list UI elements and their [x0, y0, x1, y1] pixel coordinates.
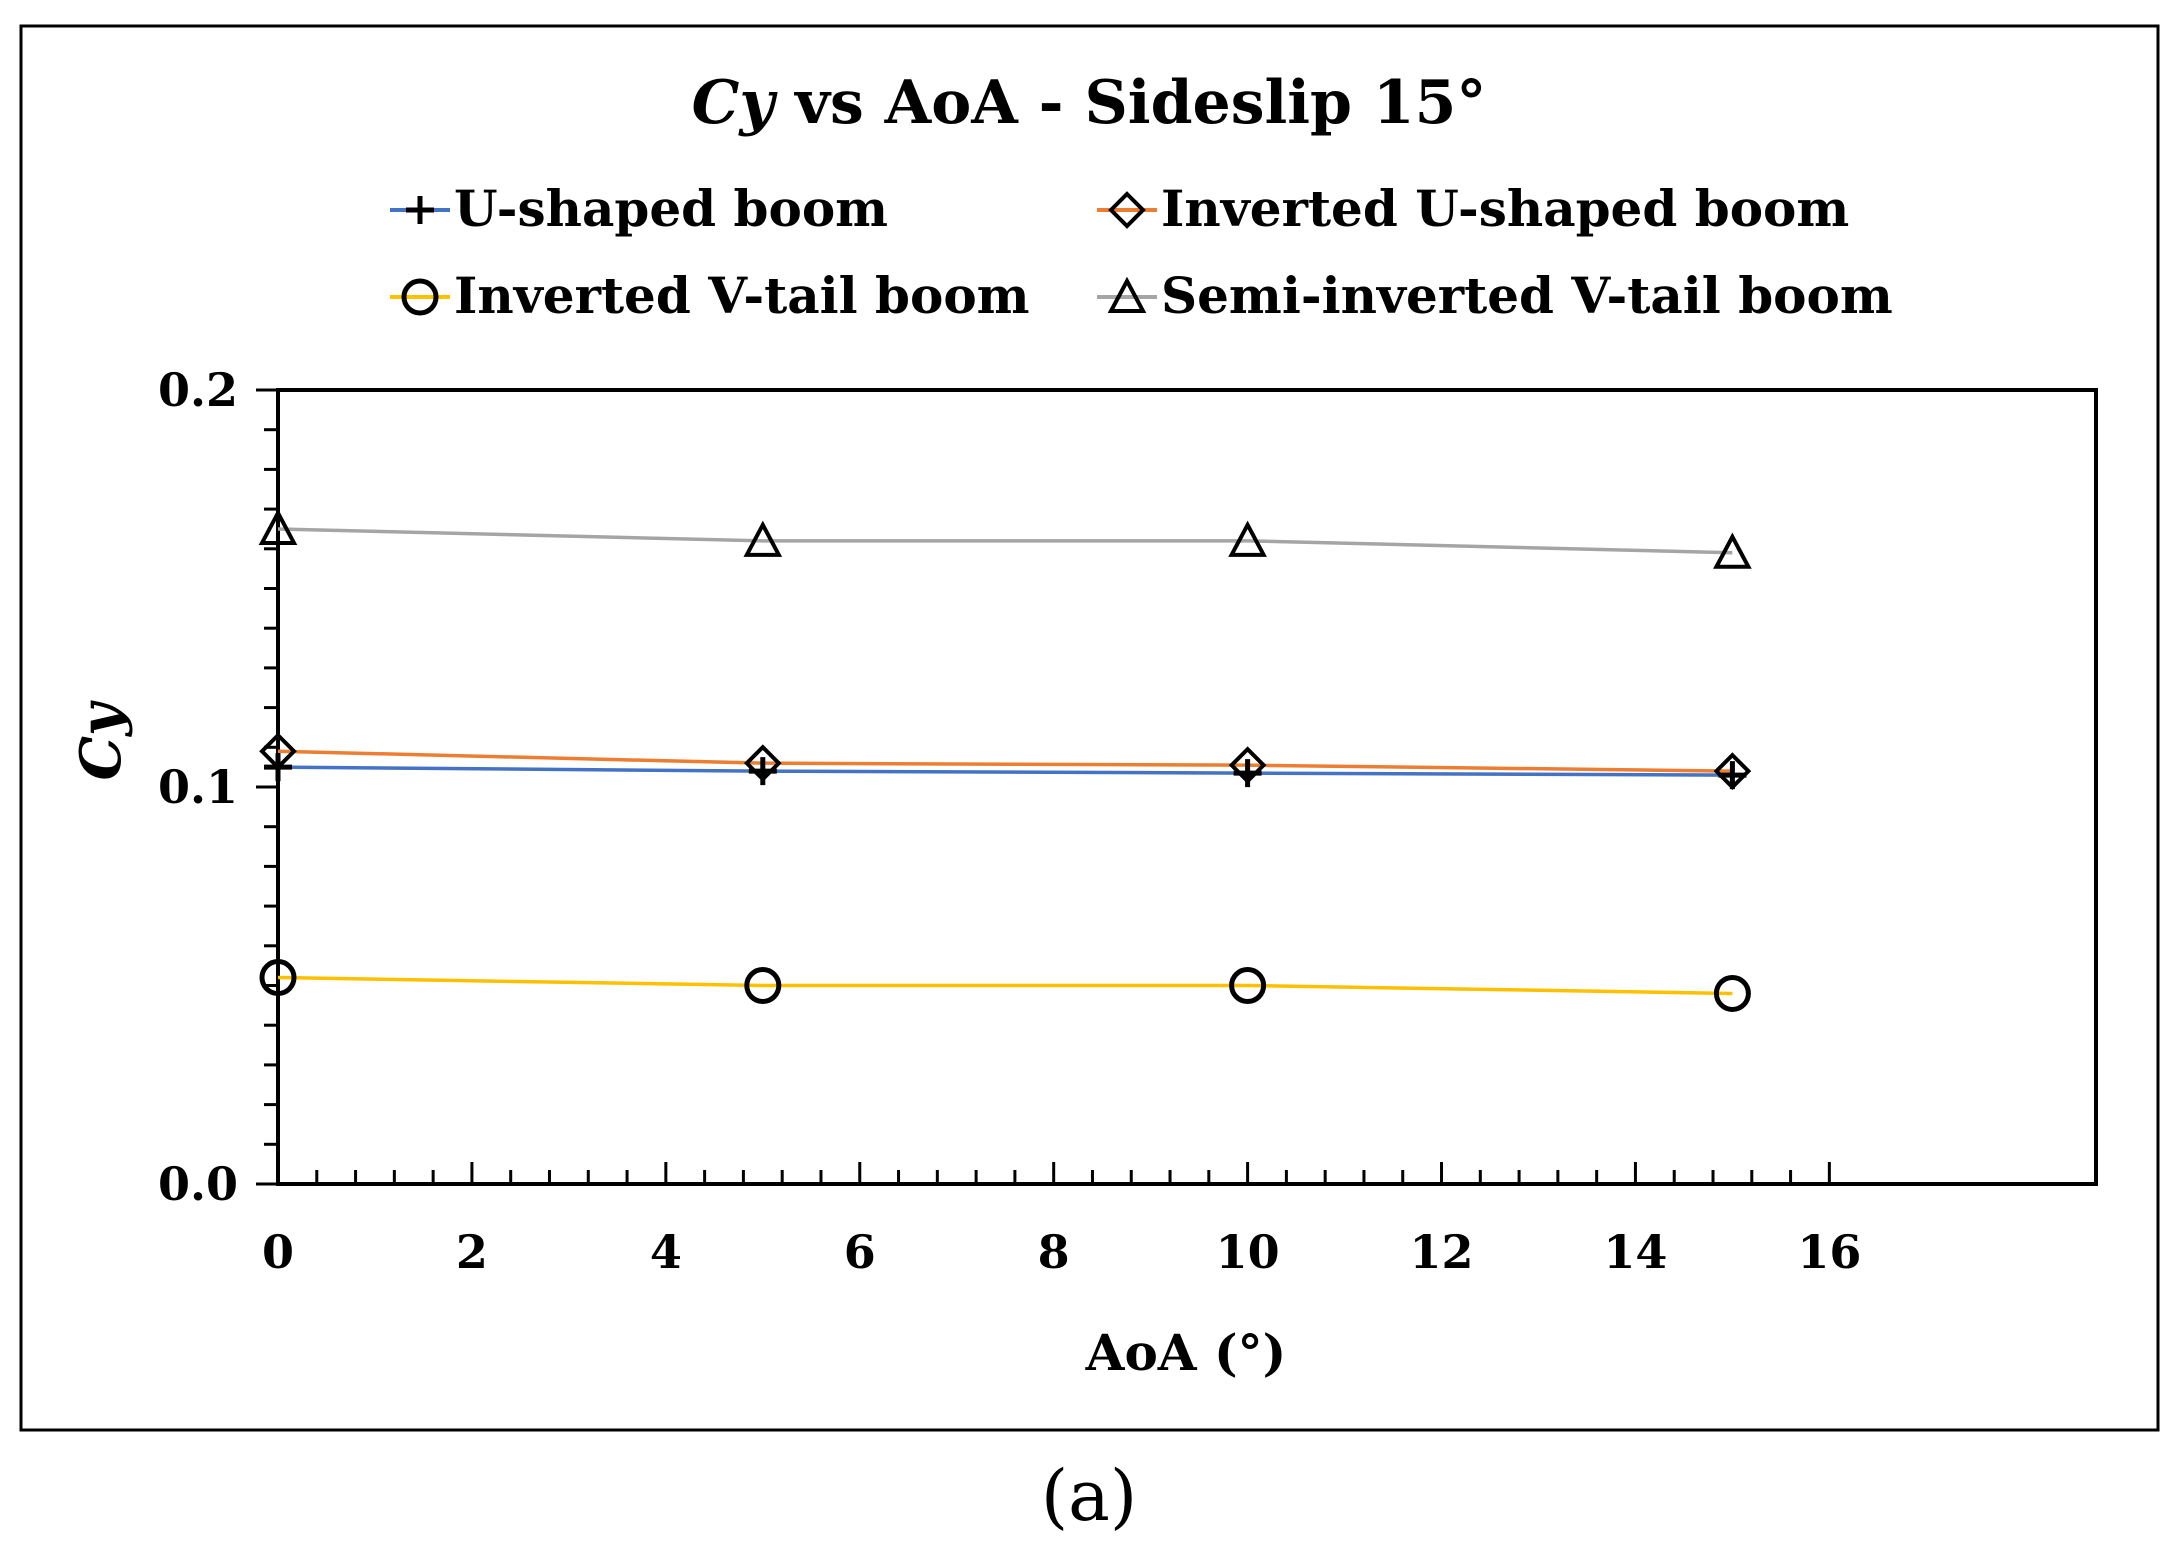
series-line-inverted-v-tail-boom	[277, 975, 1733, 996]
legend-entry-u-shaped-boom: U-shaped boom	[390, 179, 888, 238]
x-tick-label: 8	[1038, 1225, 1070, 1279]
series-line-semi-inverted-v-tail-boom	[277, 527, 1733, 555]
y-axis-label: Cy	[68, 700, 134, 781]
x-tick-label: 12	[1410, 1225, 1474, 1279]
legend-entry-inverted-v-tail-boom: Inverted V-tail boom	[390, 266, 1030, 325]
data-point-inverted-u-shaped-boom	[743, 744, 782, 783]
chart-title-text: vs AoA - Sideslip 15°	[774, 68, 1486, 138]
series-line-inverted-u-shaped-boom	[277, 749, 1733, 773]
x-tick-label: 6	[844, 1225, 876, 1279]
y-tick-label: 0.0	[158, 1157, 238, 1211]
x-tick-label: 0	[262, 1225, 294, 1279]
chart-title-variable: Cy	[692, 68, 779, 138]
x-tick-label: 10	[1216, 1225, 1280, 1279]
x-axis-label: AoA (°)	[1085, 1323, 1287, 1382]
x-tick-label: 2	[456, 1225, 488, 1279]
x-tick-label: 4	[650, 1225, 682, 1279]
legend-marker	[401, 278, 439, 316]
series-markers	[258, 508, 1752, 1012]
chart-title: Cy vs AoA - Sideslip 15°	[692, 68, 1487, 138]
y-tick-label: 0.1	[158, 760, 238, 814]
x-tick-label: 14	[1603, 1225, 1667, 1279]
data-point-inverted-u-shaped-boom	[1228, 746, 1267, 784]
legend-label: Inverted V-tail boom	[454, 266, 1030, 325]
legend-entry-semi-inverted-v-tail-boom: Semi-inverted V-tail boom	[1097, 266, 1893, 325]
data-point-semi-inverted-v-tail-boom	[743, 520, 783, 557]
series-lines	[277, 527, 1733, 996]
data-point-inverted-v-tail-boom	[259, 959, 297, 997]
legend-label: U-shaped boom	[454, 179, 888, 238]
y-axis: 0.0 0.1 0.2	[158, 363, 280, 1211]
data-point-inverted-v-tail-boom	[744, 967, 782, 1004]
data-point-semi-inverted-v-tail-boom	[1713, 532, 1752, 569]
data-point-inverted-v-tail-boom	[1229, 967, 1267, 1004]
data-point-inverted-u-shaped-boom	[259, 732, 297, 771]
data-point-semi-inverted-v-tail-boom	[258, 508, 298, 545]
data-point-inverted-v-tail-boom	[1713, 974, 1751, 1012]
figure-caption: (a)	[1041, 1455, 1137, 1537]
data-point-inverted-u-shaped-boom	[1713, 752, 1752, 790]
data-point-semi-inverted-v-tail-boom	[1228, 520, 1267, 557]
chart-frame	[19, 24, 2160, 1432]
x-axis: 0 2 4 6 8 10 12 14 16	[262, 1162, 1861, 1279]
legend-marker	[1108, 191, 1146, 229]
series-line-u-shaped-boom	[277, 765, 1733, 777]
legend-label: Semi-inverted V-tail boom	[1161, 266, 1893, 325]
legend: U-shaped boom Inverted U-shaped boom Inver…	[390, 179, 1893, 325]
legend-marker	[1107, 276, 1147, 313]
legend-marker	[406, 196, 434, 224]
legend-entry-inverted-u-shaped-boom: Inverted U-shaped boom	[1097, 179, 1849, 238]
y-tick-label: 0.2	[158, 363, 238, 417]
legend-label: Inverted U-shaped boom	[1161, 179, 1849, 238]
x-tick-label: 16	[1797, 1225, 1861, 1279]
